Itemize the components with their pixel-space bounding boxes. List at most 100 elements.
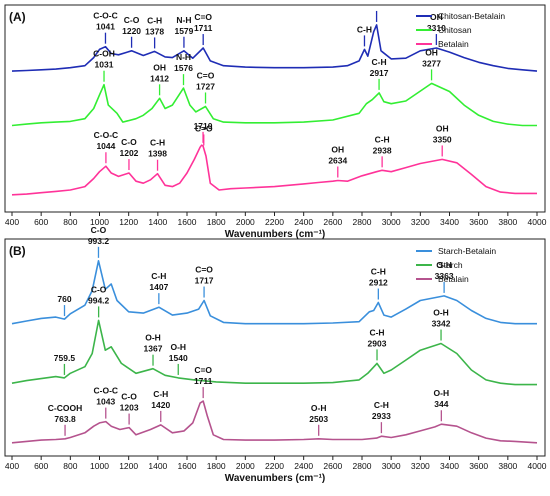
panel-label: (B) — [9, 244, 26, 258]
peak-label: OH — [425, 47, 438, 57]
peak-label: 1727 — [196, 81, 215, 91]
peak-label: 763.8 — [54, 414, 76, 424]
peak-label: C-O — [124, 15, 140, 25]
x-tick-label: 1000 — [90, 461, 109, 471]
peak-label: C-OH — [93, 49, 115, 59]
x-tick-label: 3000 — [382, 217, 401, 227]
peak-label: O-H — [311, 403, 327, 413]
peak-label: 1420 — [151, 400, 170, 410]
peak-label: C-H — [371, 267, 386, 277]
x-tick-label: 600 — [34, 217, 48, 227]
peak-label: C-H — [147, 15, 162, 25]
peak-label: 1711 — [194, 23, 213, 33]
peak-label: C=O — [194, 12, 212, 22]
peak-label: 2912 — [369, 278, 388, 288]
x-tick-label: 3800 — [498, 217, 517, 227]
legend-label: Betalain — [438, 274, 469, 284]
x-tick-label: 3000 — [382, 461, 401, 471]
x-tick-label: 1000 — [90, 217, 109, 227]
x-tick-label: 600 — [34, 461, 48, 471]
peak-label: 344 — [434, 399, 448, 409]
x-tick-label: 2600 — [323, 461, 342, 471]
peak-label: 1044 — [96, 141, 115, 151]
peak-label: C-O — [121, 137, 137, 147]
peak-label: O-H — [433, 308, 449, 318]
peak-label: 3310 — [427, 23, 446, 33]
series-line-betalain — [11, 400, 538, 444]
peak-label: 3277 — [422, 58, 441, 68]
x-tick-label: 400 — [5, 461, 19, 471]
peak-label: C-O-C — [94, 130, 119, 140]
peak-label: C-H — [153, 389, 168, 399]
peak-label: 1710 — [194, 121, 213, 131]
series-line-betalain — [11, 144, 537, 196]
x-tick-label: 2400 — [294, 217, 313, 227]
peak-label: 1202 — [119, 148, 138, 158]
peak-label: C-O — [121, 392, 137, 402]
x-tick-label: 3400 — [440, 461, 459, 471]
x-tick-label: 1800 — [207, 461, 226, 471]
x-tick-label: 2200 — [265, 461, 284, 471]
x-tick-label: 2000 — [236, 217, 255, 227]
peak-label: 1203 — [120, 403, 139, 413]
peak-label: 2917 — [370, 68, 389, 78]
peak-label: C-H — [372, 57, 387, 67]
peak-label: C-O-C — [93, 386, 118, 396]
peak-label: 994.2 — [88, 295, 110, 305]
peak-label: 1412 — [150, 73, 169, 83]
chart-panel-1: (A) 400 600 800 1000 1200 1400 1600 1800 2000 2200… — [4, 4, 547, 240]
peak-label: 1367 — [144, 344, 163, 354]
peak-label: 1220 — [122, 26, 141, 36]
x-tick-label: 800 — [63, 461, 77, 471]
series-line-starch — [11, 319, 537, 386]
x-tick-label: 2600 — [323, 217, 342, 227]
peak-label: 1041 — [96, 22, 115, 32]
x-tick-label: 2400 — [294, 461, 313, 471]
x-tick-label: 3200 — [411, 217, 430, 227]
peak-label: OH — [430, 12, 443, 22]
x-tick-label: 3600 — [469, 461, 488, 471]
peak-label: O-H — [436, 260, 452, 270]
x-axis-label: Wavenumbers (cm⁻¹) — [225, 473, 325, 484]
peak-label: 993.2 — [88, 236, 110, 246]
peak-label: 2634 — [328, 156, 347, 166]
peak-label: 1540 — [169, 353, 188, 363]
plot-frame — [4, 238, 546, 457]
legend-label: Chitosan-Betalain — [438, 11, 505, 21]
peak-label: 1031 — [95, 60, 114, 70]
peak-label: 1576 — [174, 63, 193, 73]
peak-label: C=O — [195, 265, 213, 275]
x-tick-label: 2800 — [353, 217, 372, 227]
x-tick-label: 1600 — [178, 217, 197, 227]
peak-label: 3363 — [435, 271, 454, 281]
legend-label: Starch — [438, 260, 463, 270]
peak-label: 1711 — [194, 376, 213, 386]
panel-label: (A) — [9, 10, 26, 24]
peak-label: C-O — [91, 284, 107, 294]
x-tick-label: 800 — [63, 217, 77, 227]
peak-label: 1717 — [195, 276, 214, 286]
peak-label: 759.5 — [54, 353, 76, 363]
peak-label: N-H — [176, 15, 191, 25]
peak-label: C=O — [195, 123, 213, 133]
peak-label: C-H — [374, 400, 389, 410]
peak-label: 1378 — [145, 26, 164, 36]
x-tick-label: 1400 — [148, 461, 167, 471]
plot-frame — [4, 4, 546, 213]
peak-label: 760 — [57, 294, 71, 304]
series-line-chitosan — [11, 82, 537, 127]
peak-label: 1043 — [96, 397, 115, 407]
peak-label: O-H — [170, 342, 186, 352]
series-line-starch-betalain — [11, 260, 537, 325]
x-tick-label: 3800 — [498, 461, 517, 471]
x-tick-label: 1600 — [178, 461, 197, 471]
x-tick-label: 3400 — [440, 217, 459, 227]
peak-label: C=O — [194, 365, 212, 375]
peak-label: C-O — [91, 225, 107, 235]
peak-label: 2938 — [373, 145, 392, 155]
x-tick-label: 3600 — [469, 217, 488, 227]
x-tick-label: 2200 — [265, 217, 284, 227]
peak-label: 2933 — [372, 411, 391, 421]
